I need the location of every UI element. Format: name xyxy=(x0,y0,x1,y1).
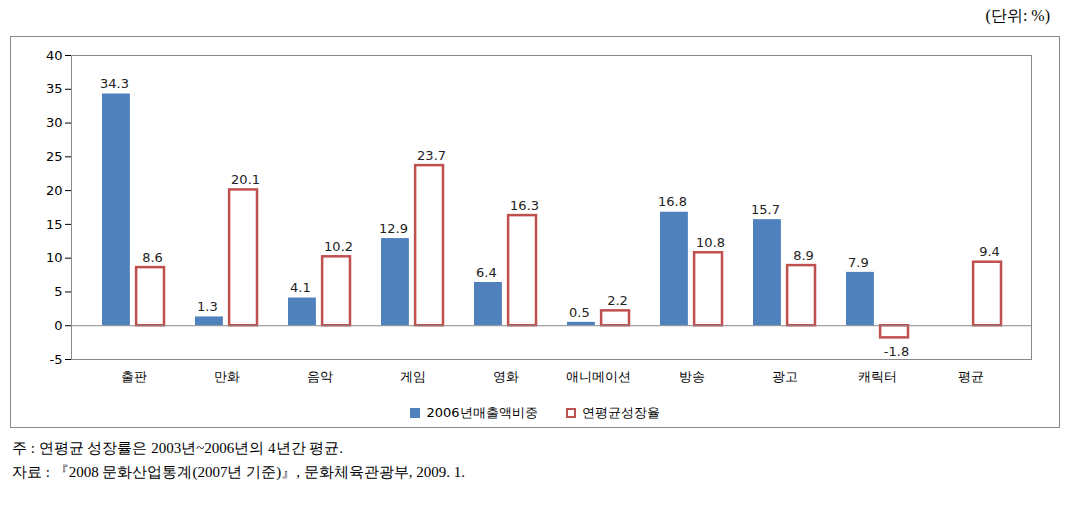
svg-text:출판: 출판 xyxy=(121,369,147,384)
svg-text:10: 10 xyxy=(46,250,63,265)
svg-text:10.2: 10.2 xyxy=(324,239,353,254)
svg-text:30: 30 xyxy=(46,115,63,130)
svg-text:4.1: 4.1 xyxy=(290,280,311,295)
svg-text:25: 25 xyxy=(46,149,63,164)
svg-text:2.2: 2.2 xyxy=(607,293,628,308)
html-text:주 : 연평균 성장률은 2003년~2006년의 4년간: 주 : 연평균 성장률은 2003년~2006년의 4년간 평균. xyxy=(12,440,343,456)
svg-text:5: 5 xyxy=(54,284,62,299)
svg-text:40: 40 xyxy=(46,48,63,63)
svg-text:15: 15 xyxy=(46,217,63,232)
svg-text:7.9: 7.9 xyxy=(848,255,869,270)
svg-text:만화: 만화 xyxy=(214,369,240,384)
svg-text:6.4: 6.4 xyxy=(476,265,497,280)
svg-text:광고: 광고 xyxy=(772,369,798,384)
svg-text:0: 0 xyxy=(54,318,62,333)
svg-text:20: 20 xyxy=(46,183,63,198)
html-text:(단위: %): (단위: %) xyxy=(985,7,1050,24)
svg-text:평균: 평균 xyxy=(958,369,984,384)
svg-text:9.4: 9.4 xyxy=(979,244,1000,259)
svg-text:-5: -5 xyxy=(50,352,63,367)
html-text:연평균성장율: 연평균성장율 xyxy=(581,405,660,420)
svg-text:영화: 영화 xyxy=(493,369,519,384)
svg-text:16.3: 16.3 xyxy=(510,198,539,213)
svg-text:12.9: 12.9 xyxy=(379,221,408,236)
html-text:2006년매출액비중: 2006년매출액비중 xyxy=(426,405,538,420)
svg-text:0.5: 0.5 xyxy=(569,305,590,320)
svg-text:1.3: 1.3 xyxy=(197,299,218,314)
svg-text:8.6: 8.6 xyxy=(142,250,163,265)
svg-text:방송: 방송 xyxy=(679,369,705,384)
svg-text:8.9: 8.9 xyxy=(793,248,814,263)
svg-text:캐릭터: 캐릭터 xyxy=(858,369,897,384)
svg-text:20.1: 20.1 xyxy=(231,172,260,187)
svg-text:23.7: 23.7 xyxy=(417,148,446,163)
svg-text:35: 35 xyxy=(46,81,63,96)
svg-text:10.8: 10.8 xyxy=(696,235,725,250)
svg-text:15.7: 15.7 xyxy=(751,202,780,217)
svg-text:애니메이션: 애니메이션 xyxy=(566,369,631,384)
svg-text:-1.8: -1.8 xyxy=(884,344,909,359)
svg-text:음악: 음악 xyxy=(307,369,333,384)
svg-text:16.8: 16.8 xyxy=(658,194,687,209)
svg-text:게임: 게임 xyxy=(400,369,426,384)
svg-text:34.3: 34.3 xyxy=(100,76,129,91)
html-text:자료 : 『2008 문화산업통계(2007년 기준)』,: 자료 : 『2008 문화산업통계(2007년 기준)』, 문화체육관광부, 2… xyxy=(12,464,465,480)
